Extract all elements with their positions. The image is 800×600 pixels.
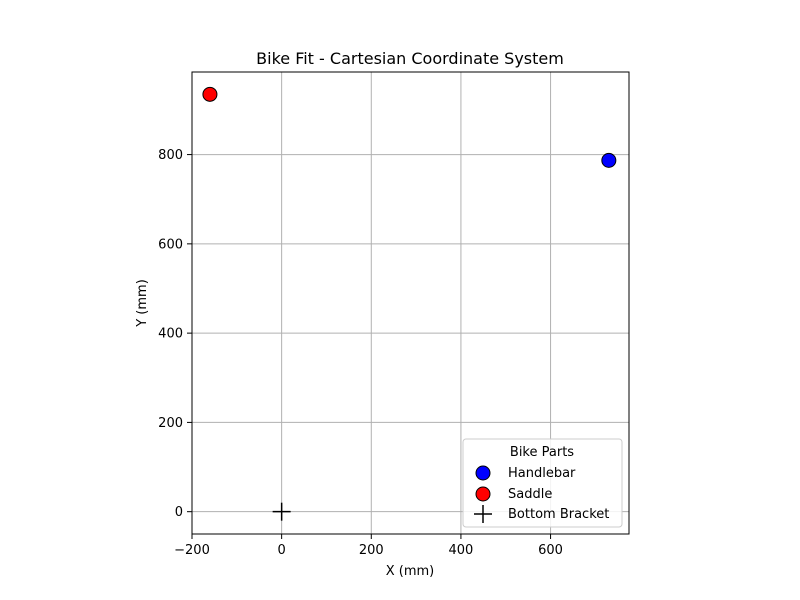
legend-label-saddle: Saddle — [508, 487, 552, 502]
x-axis-ticks: −200 0 200 400 600 — [174, 534, 563, 558]
saddle-point — [202, 86, 218, 102]
plot-frame — [191, 71, 630, 535]
y-axis-ticks: 0 200 400 600 800 — [158, 148, 192, 520]
y-tick-label: 800 — [158, 148, 183, 163]
y-tick-label: 200 — [158, 416, 183, 431]
x-tick-label: 0 — [278, 543, 286, 558]
y-axis-label: Y (mm) — [135, 279, 150, 328]
legend-marker-handlebar — [475, 465, 491, 481]
legend-label-handlebar: Handlebar — [508, 466, 576, 481]
legend-marker-bottom-bracket — [474, 505, 492, 523]
x-tick-label: 200 — [359, 543, 384, 558]
legend-marker-saddle — [475, 486, 491, 502]
y-tick-label: 400 — [158, 327, 183, 342]
legend-title: Bike Parts — [510, 445, 574, 460]
data-points — [202, 86, 617, 521]
handlebar-point — [601, 152, 617, 168]
y-tick-label: 600 — [158, 237, 183, 252]
legend: Bike Parts Handlebar Saddle Bottom Brack… — [462, 438, 623, 528]
x-axis-label: X (mm) — [386, 564, 435, 579]
x-tick-label: −200 — [174, 543, 210, 558]
y-tick-label: 0 — [175, 505, 183, 520]
legend-label-bottom-bracket: Bottom Bracket — [508, 507, 609, 522]
chart-title: Bike Fit - Cartesian Coordinate System — [256, 49, 564, 68]
bottom-bracket-point — [272, 502, 291, 521]
grid — [191, 72, 629, 534]
x-tick-label: 600 — [538, 543, 563, 558]
legend-box — [462, 438, 623, 528]
x-tick-label: 400 — [449, 543, 474, 558]
